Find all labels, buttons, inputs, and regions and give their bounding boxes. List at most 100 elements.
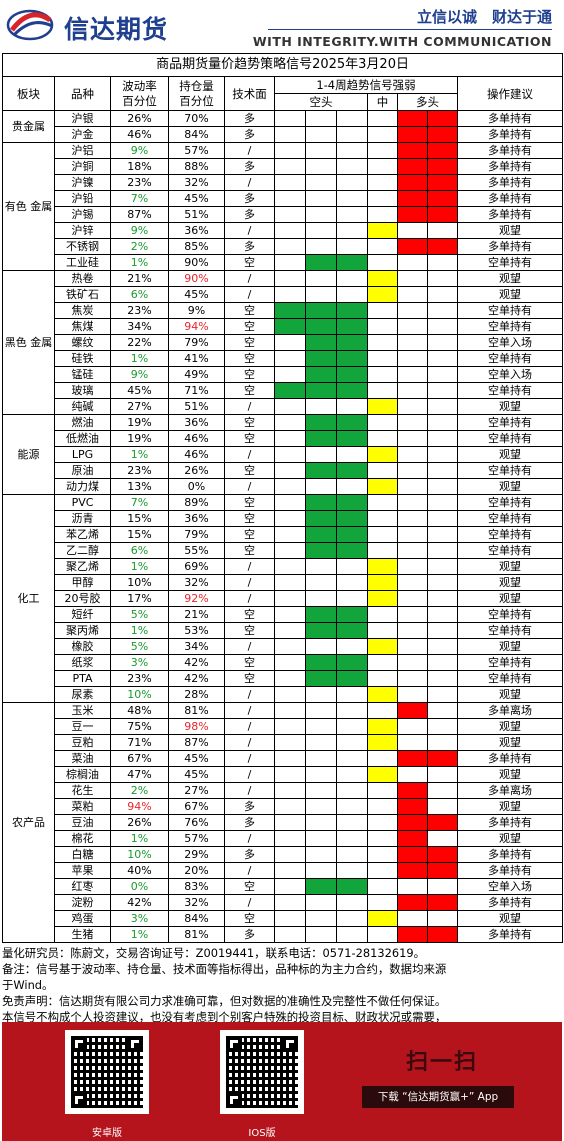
app-download-banner: 安卓版 IOS版 扫一扫 下载 “信达期货赢+” App: [2, 1022, 562, 1141]
signal-cell: [305, 126, 337, 143]
technical-cell: 空: [224, 654, 275, 671]
technical-cell: 空: [224, 366, 275, 383]
technical-cell: /: [224, 286, 275, 303]
volatility-cell: 7%: [110, 494, 169, 511]
signal-cell: [397, 782, 428, 799]
signal-cell: [274, 766, 306, 783]
android-qr-code[interactable]: [65, 1030, 149, 1114]
product-cell: 沪锡: [54, 206, 111, 223]
product-cell: PTA: [54, 670, 111, 687]
open-interest-cell: 94%: [168, 318, 225, 335]
signal-cell: [336, 398, 368, 415]
signal-cell: [397, 254, 428, 271]
signal-cell: [305, 766, 337, 783]
volatility-cell: 10%: [110, 574, 169, 591]
table-row: 贵金属 沪银 26% 70% 多多单持有: [2, 110, 564, 143]
table-row: 甲醇 10% 32% / 观望: [3, 574, 564, 591]
volatility-cell: 27%: [110, 398, 169, 415]
product-cell: LPG: [54, 446, 111, 463]
advice-cell: 空单持有: [456, 302, 564, 319]
open-interest-cell: 49%: [168, 366, 225, 383]
signal-cell: [305, 622, 337, 639]
ios-qr-code[interactable]: [220, 1030, 304, 1114]
signal-cell: [427, 286, 458, 303]
product-cell: 橡胶: [54, 638, 111, 655]
open-interest-cell: 79%: [168, 526, 225, 543]
product-cell: 短纤: [54, 606, 111, 623]
signal-cell: [397, 702, 428, 719]
product-cell: 淀粉: [54, 894, 111, 911]
open-interest-cell: 36%: [168, 414, 225, 431]
advice-cell: 空单持有: [456, 606, 564, 623]
table-row: 焦炭 23% 9% 空 空单持有: [3, 302, 564, 319]
advice-cell: 多单持有: [456, 190, 564, 207]
table-row: 沥青 15% 36% 空 空单持有: [3, 510, 564, 527]
signal-cell: [274, 542, 306, 559]
signal-cell: [427, 414, 458, 431]
technical-cell: /: [224, 830, 275, 847]
signal-cell: [336, 590, 368, 607]
signal-cell: [367, 142, 398, 159]
technical-cell: /: [224, 174, 275, 191]
product-cell: 苹果: [54, 862, 111, 879]
signal-cell: [427, 542, 458, 559]
technical-cell: 空: [224, 510, 275, 527]
product-cell: 豆一: [54, 718, 111, 735]
signal-cell: [367, 414, 398, 431]
product-cell: 鸡蛋: [54, 910, 111, 927]
signal-cell: [336, 414, 368, 431]
signal-cell: [274, 446, 306, 463]
signal-cell: [397, 446, 428, 463]
company-logo-icon: [6, 9, 54, 41]
product-cell: 硅铁: [54, 350, 111, 367]
open-interest-cell: 71%: [168, 382, 225, 399]
signal-cell: [274, 526, 306, 543]
technical-cell: 多: [224, 190, 275, 207]
header-volatility: 波动率 百分位: [110, 76, 169, 111]
volatility-cell: 23%: [110, 302, 169, 319]
open-interest-cell: 51%: [168, 398, 225, 415]
volatility-cell: 10%: [110, 686, 169, 703]
volatility-cell: 1%: [110, 622, 169, 639]
slogan: 立信以诚 财达于通: [416, 8, 552, 26]
signal-cell: [305, 190, 337, 207]
signal-cell: [336, 670, 368, 687]
signal-cell: [305, 750, 337, 767]
table-row: 20号胶 17% 92% / 观望: [3, 590, 564, 607]
signal-cell: [397, 734, 428, 751]
signal-cell: [397, 318, 428, 335]
volatility-cell: 1%: [110, 254, 169, 271]
signal-cell: [427, 526, 458, 543]
signal-cell: [427, 174, 458, 191]
advice-cell: 观望: [456, 766, 564, 783]
signal-cell: [367, 702, 398, 719]
signal-cell: [274, 286, 306, 303]
signal-cell: [305, 830, 337, 847]
signal-cell: [367, 862, 398, 879]
signal-cell: [336, 846, 368, 863]
open-interest-cell: 85%: [168, 238, 225, 255]
signal-cell: [367, 734, 398, 751]
signal-cell: [305, 158, 337, 175]
table-row: 花生 2% 27% / 多单离场: [3, 782, 564, 799]
signal-cell: [305, 398, 337, 415]
signal-cell: [367, 814, 398, 831]
signal-cell: [336, 606, 368, 623]
signal-cell: [367, 158, 398, 175]
signal-cell: [305, 222, 337, 239]
signal-cell: [305, 862, 337, 879]
open-interest-cell: 21%: [168, 606, 225, 623]
table-row: 豆油 26% 76% 多 多单持有: [3, 814, 564, 831]
signal-cell: [305, 654, 337, 671]
volatility-cell: 1%: [110, 558, 169, 575]
signal-cell: [367, 334, 398, 351]
signal-cell: [367, 446, 398, 463]
signal-cell: [274, 254, 306, 271]
advice-cell: 多单持有: [456, 174, 564, 191]
signal-cell: [427, 478, 458, 495]
signal-cell: [427, 878, 458, 895]
download-app-button[interactable]: 下载 “信达期货赢+” App: [362, 1086, 514, 1108]
open-interest-cell: 89%: [168, 494, 225, 511]
table-row: 豆粕 71% 87% / 观望: [3, 734, 564, 751]
technical-cell: 多: [224, 926, 275, 943]
